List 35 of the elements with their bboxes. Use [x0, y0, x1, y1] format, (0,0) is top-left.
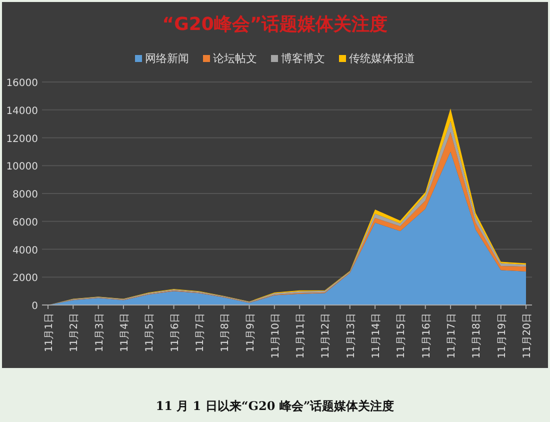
- y-tick-label: 4000: [12, 245, 38, 256]
- x-tick-label: 11月8日: [220, 313, 232, 352]
- legend-label: 传统媒体报道: [349, 52, 415, 65]
- legend-label: 博客博文: [281, 52, 325, 65]
- y-tick-label: 2000: [12, 273, 38, 284]
- text: 11 月 1 日以来“G20 峰会”话题媒体关注度: [156, 399, 394, 413]
- x-tick-label: 11月9日: [245, 313, 256, 352]
- legend-label: 论坛帖文: [213, 52, 257, 65]
- x-tick-label: 11月13日: [346, 313, 357, 358]
- x-tick-label: 11月18日: [472, 313, 483, 358]
- x-tick-label: 11月17日: [446, 313, 458, 358]
- y-tick-label: 14000: [6, 106, 38, 117]
- y-tick-label: 8000: [12, 190, 38, 200]
- x-tick-label: 11月20日: [522, 313, 533, 358]
- x-tick-label: 11月16日: [421, 313, 432, 358]
- x-tick-label: 11月6日: [170, 313, 181, 352]
- x-tick-label: 11月14日: [371, 313, 382, 358]
- x-tick-label: 11月15日: [396, 313, 408, 358]
- y-tick-label: 0: [32, 301, 38, 312]
- x-tick-label: 11月7日: [194, 313, 206, 352]
- chart-title: “G20峰会”话题媒体关注度: [162, 14, 388, 35]
- x-tick-label: 11月4日: [119, 313, 130, 352]
- x-tick-label: 11月12日: [320, 313, 332, 358]
- y-tick-label: 6000: [12, 217, 38, 228]
- x-tick-label: 11月19日: [496, 313, 508, 358]
- x-tick-label: 11月10日: [270, 313, 282, 358]
- legend-label: 网络新闻: [145, 52, 189, 65]
- y-tick-label: 10000: [6, 162, 38, 173]
- x-tick-label: 11月2日: [69, 313, 80, 352]
- y-tick-label: 16000: [6, 78, 38, 89]
- y-tick-label: 12000: [6, 134, 38, 145]
- x-tick-label: 11月5日: [144, 313, 156, 352]
- x-tick-label: 11月1日: [44, 313, 55, 352]
- x-tick-label: 11月11日: [296, 313, 307, 358]
- x-tick-label: 11月3日: [94, 313, 106, 352]
